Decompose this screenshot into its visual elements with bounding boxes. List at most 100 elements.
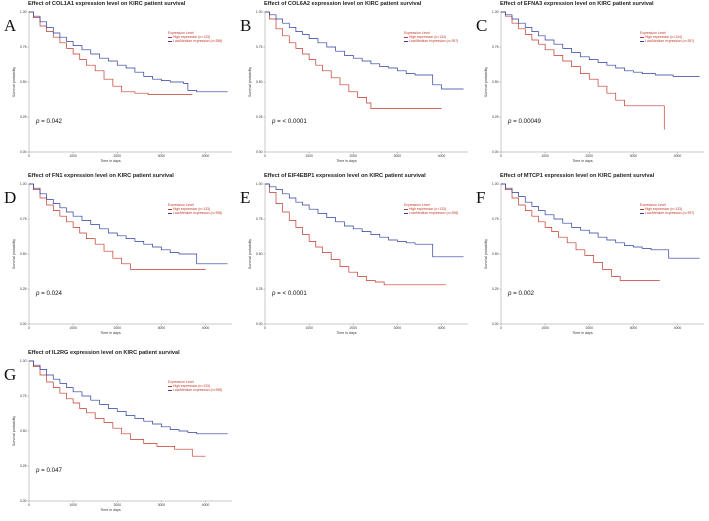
x-tick-label: 3000 [630, 154, 638, 158]
high-expression-curve [501, 11, 665, 130]
km-plot-b: 0.00 0.25 0.50 0.75 1.00 0 1000 2000 3000 4000 Tim… [248, 10, 468, 163]
x-tick-label: 4000 [202, 326, 210, 330]
x-tick-label: 4000 [674, 326, 682, 330]
km-plot-f: 0.00 0.25 0.50 0.75 1.00 0 1000 2000 3000 4000 Tim… [484, 182, 704, 335]
panel-letter: D [4, 188, 17, 207]
p-value: p = 0.002 [508, 290, 534, 297]
legend-label: High expression (n=134) [409, 35, 447, 40]
legend-swatch [168, 36, 172, 38]
x-axis-label: Time in days [572, 159, 592, 163]
legend-title: Expression Level [640, 31, 666, 35]
x-tick-label: 3000 [158, 154, 166, 158]
legend-entry: Low/Medium expression (n=398) [168, 211, 222, 215]
km-panel-c: 0.00 0.25 0.50 0.75 1.00 0 1000 2000 3000 4000 Tim… [472, 0, 708, 172]
x-tick-label: 1000 [69, 503, 77, 507]
y-tick-label: 0.00 [20, 322, 27, 326]
y-axis-label: Survival probability [248, 67, 252, 97]
y-tick-label: 0.00 [492, 150, 499, 154]
legend-entry: Low/Medium expression (n=397) [640, 211, 694, 215]
x-tick-label: 1000 [69, 154, 77, 158]
legend-title: Expression Level [404, 31, 430, 35]
legend-entry: Low/Medium expression (n=398) [168, 388, 222, 392]
legend-swatch [168, 390, 172, 391]
x-tick-label: 3000 [158, 503, 166, 507]
x-tick-label: 1000 [305, 326, 313, 330]
km-plot-d: 0.00 0.25 0.50 0.75 1.00 0 1000 2000 3000 4000 Tim… [12, 182, 232, 335]
p-operator: = [511, 118, 519, 125]
y-tick-label: 0.25 [20, 115, 27, 119]
legend: Expression Level High expression (n=134) L… [404, 31, 458, 44]
legend-label: High expression (n=133) [409, 207, 447, 212]
y-tick-label: 0.25 [256, 115, 263, 119]
legend-swatch [640, 208, 644, 210]
legend-entry: High expression (n=133) [168, 35, 222, 39]
x-tick-label: 4000 [202, 503, 210, 507]
km-panel-a: 0.00 0.25 0.50 0.75 1.00 0 1000 2000 3000 4000 Tim… [0, 0, 236, 172]
km-plot-c: 0.00 0.25 0.50 0.75 1.00 0 1000 2000 3000 4000 Tim… [484, 10, 704, 163]
p-symbol: p [508, 290, 512, 297]
y-tick-label: 0.00 [256, 322, 263, 326]
km-plot-e: 0.00 0.25 0.50 0.75 1.00 0 1000 2000 3000 4000 Tim… [248, 182, 468, 335]
p-operator: = [275, 118, 283, 125]
x-tick-label: 4000 [438, 154, 446, 158]
y-tick-label: 0.25 [20, 287, 27, 291]
km-panel-b: 0.00 0.25 0.50 0.75 1.00 0 1000 2000 3000 4000 Tim… [236, 0, 472, 172]
y-axis-label: Survival probability [12, 67, 16, 97]
y-axis-label: Survival probability [12, 239, 16, 269]
legend-title: Expression Level [404, 203, 430, 207]
low-medium-expression-curve [265, 11, 464, 90]
low-medium-expression-curve [265, 183, 464, 258]
legend-swatch [404, 208, 408, 210]
x-tick-label: 3000 [158, 326, 166, 330]
panel-letter: G [4, 365, 17, 384]
legend-swatch [640, 213, 644, 214]
y-axis-label: Survival probability [484, 239, 488, 269]
legend-entry: High expression (n=134) [404, 35, 458, 39]
x-tick-label: 0 [28, 154, 30, 158]
legend-label: Low/Medium expression (n=398) [409, 211, 459, 216]
panel-letter: B [240, 16, 252, 35]
p-value-number: 0.047 [46, 467, 62, 474]
y-tick-label: 0.00 [492, 322, 499, 326]
p-value: p = 0.024 [36, 290, 62, 297]
legend: Expression Level High expression (n=133) L… [404, 203, 458, 216]
p-value: p = < 0.0001 [272, 118, 307, 125]
p-value: p = 0.047 [36, 467, 62, 474]
p-value: p = 0.00049 [508, 118, 541, 125]
y-tick-label: 0.75 [256, 45, 263, 49]
y-tick-label: 0.00 [20, 499, 27, 503]
legend: Expression Level High expression (n=134) L… [640, 31, 694, 44]
p-operator: = [39, 467, 47, 474]
x-tick-label: 2000 [113, 154, 121, 158]
km-panel-e: 0.00 0.25 0.50 0.75 1.00 0 1000 2000 3000 4000 Tim… [236, 172, 472, 344]
x-axis-label: Time in days [100, 159, 120, 163]
x-axis-label: Time in days [100, 331, 120, 335]
y-tick-label: 0.50 [20, 429, 27, 433]
legend-entry: Low/Medium expression (n=398) [404, 211, 458, 215]
panel-letter: E [240, 188, 251, 207]
y-axis-label: Survival probability [484, 67, 488, 97]
legend-label: High expression (n=134) [645, 35, 683, 40]
p-symbol: p [272, 290, 276, 297]
p-symbol: p [36, 118, 40, 125]
legend-swatch [404, 36, 408, 38]
legend-label: Low/Medium expression (n=398) [173, 388, 223, 393]
p-value-number: 0.002 [518, 290, 534, 297]
x-tick-label: 2000 [349, 326, 357, 330]
legend-swatch [404, 213, 408, 214]
y-tick-label: 1.00 [256, 10, 263, 14]
y-axis-label: Survival probability [248, 239, 252, 269]
y-tick-label: 0.75 [256, 217, 263, 221]
km-panel-g: 0.00 0.25 0.50 0.75 1.00 0 1000 2000 3000 4000 Tim… [0, 349, 236, 521]
p-operator: = [275, 290, 283, 297]
legend-label: High expression (n=133) [173, 35, 211, 40]
x-tick-label: 1000 [305, 154, 313, 158]
p-symbol: p [36, 467, 40, 474]
y-tick-label: 0.25 [256, 287, 263, 291]
legend-swatch [168, 208, 172, 210]
low-medium-expression-curve [501, 183, 700, 259]
x-tick-label: 2000 [585, 154, 593, 158]
legend-title: Expression Level [168, 380, 194, 384]
panel-title: Effect of IL2RG expression level on KIRC… [28, 350, 180, 356]
low-medium-expression-curve [29, 183, 228, 265]
